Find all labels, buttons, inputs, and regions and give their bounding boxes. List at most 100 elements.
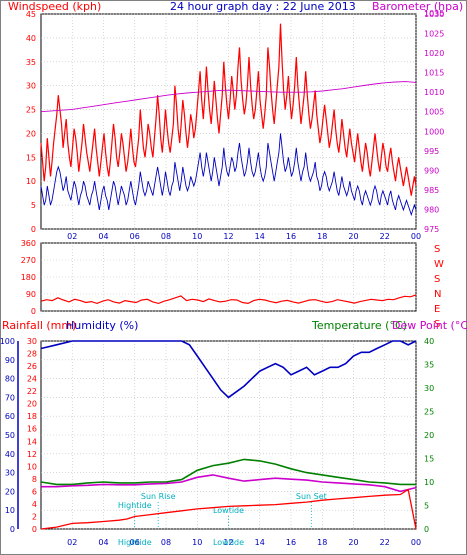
- tide-label: Lowtide: [213, 538, 244, 547]
- rainfall-tick-label: 20: [27, 400, 37, 409]
- wind-plot-area: [40, 13, 417, 230]
- humidity-tick-label: 30: [5, 469, 15, 478]
- windspeed-tick-label: 10: [26, 177, 36, 186]
- wind-time-tick-label: 02: [67, 232, 77, 241]
- rainfall-tick-label: 6: [32, 487, 37, 496]
- rainfall-tick-label: 12: [27, 450, 37, 459]
- blue-series-line: [40, 133, 417, 217]
- direction-series: [40, 294, 417, 305]
- windspeed-tick-label: 20: [26, 129, 36, 138]
- tide-label: Hightide: [118, 538, 152, 547]
- compass-label: S: [434, 244, 440, 255]
- climate-time-tick-label: 14: [255, 538, 265, 547]
- wind-time-tick-label: 04: [98, 232, 108, 241]
- event-label: Sun Rise: [141, 492, 176, 501]
- windspeed-tick-label: 40: [26, 34, 36, 43]
- humidity-tick-label: 0: [10, 525, 15, 534]
- direction-tick-label: 0: [31, 307, 36, 316]
- magenta-series-line: [40, 81, 417, 113]
- barometer-tick-label: 1025: [424, 30, 444, 39]
- climate-grid: [17, 340, 417, 530]
- direction-axis-ticks: 0 90 180 270 360: [21, 239, 36, 316]
- temperature-tick-label: 0: [424, 525, 429, 534]
- barometer-top-tick: 1035: [424, 9, 444, 18]
- barometer-axis-label: Barometer (hpa): [372, 0, 463, 13]
- climate-time-tick-label: 04: [98, 538, 108, 547]
- rainfall-tick-label: 2: [32, 512, 37, 521]
- wind-time-tick-label: 16: [286, 232, 296, 241]
- compass-label: N: [434, 289, 441, 300]
- compass-label: W: [434, 259, 444, 270]
- wind-time-tick-label: 14: [255, 232, 265, 241]
- climate-time-tick-label: 10: [192, 538, 202, 547]
- humidity-tick-label: 10: [5, 506, 15, 515]
- rainfall-tick-label: 0: [32, 525, 37, 534]
- rainfall-tick-label: 26: [27, 362, 37, 371]
- climate-time-tick-label: 12: [223, 538, 233, 547]
- temperature-tick-label: 35: [424, 361, 434, 370]
- barometer-tick-label: 1005: [424, 108, 444, 117]
- barometer-tick-label: 985: [424, 186, 439, 195]
- barometer-tick-label: 980: [424, 205, 439, 214]
- windspeed-tick-label: 15: [26, 153, 36, 162]
- blue-climate-line: [40, 340, 417, 399]
- rainfall-tick-label: 28: [27, 350, 37, 359]
- magenta-climate-line: [41, 474, 417, 493]
- humidity-tick-label: 100: [0, 337, 15, 346]
- temperature-tick-label: 40: [424, 337, 434, 346]
- windspeed-tick-label: 30: [26, 82, 36, 91]
- wind-time-axis-ticks: 02 04 06 08 10 12 14 16 18 20 22 00: [67, 232, 421, 241]
- rainfall-tick-label: 8: [32, 475, 37, 484]
- direction-tick-label: 270: [21, 256, 36, 265]
- temperature-tick-label: 20: [424, 431, 434, 440]
- humidity-tick-label: 20: [5, 487, 15, 496]
- red-climate-line: [40, 488, 417, 530]
- rainfall-tick-label: 14: [27, 437, 37, 446]
- event-label: Lowtide: [213, 506, 244, 515]
- windspeed-tick-label: 5: [31, 201, 36, 210]
- climate-time-tick-label: 00: [411, 538, 421, 547]
- windspeed-axis-ticks: 0 5 10 15 20 25 30 35 40 45: [26, 10, 36, 234]
- climate-time-tick-label: 18: [317, 538, 327, 547]
- wind-series: [40, 23, 417, 217]
- wind-time-tick-label: 00: [411, 232, 421, 241]
- rainfall-tick-label: 18: [27, 412, 37, 421]
- climate-series: [40, 340, 417, 530]
- temperature-tick-label: 10: [424, 478, 434, 487]
- barometer-tick-label: 1015: [424, 69, 444, 78]
- direction-tick-label: 90: [26, 290, 36, 299]
- rainfall-tick-label: 10: [27, 462, 37, 471]
- temperature-axis-label: Temperature (°C): [311, 319, 407, 332]
- humidity-tick-label: 80: [5, 375, 15, 384]
- climate-time-tick-label: 22: [380, 538, 390, 547]
- climate-time-tick-label: 08: [161, 538, 171, 547]
- barometer-tick-label: 1000: [424, 127, 444, 136]
- direction-series-line: [40, 294, 417, 305]
- wind-time-tick-label: 18: [317, 232, 327, 241]
- temperature-tick-label: 15: [424, 455, 434, 464]
- humidity-tick-label: 60: [5, 412, 15, 421]
- humidity-tick-label: 90: [5, 356, 15, 365]
- rainfall-tick-label: 30: [27, 337, 37, 346]
- chart-title: 24 hour graph day : 22 June 2013: [170, 0, 356, 13]
- rainfall-tick-label: 24: [27, 375, 37, 384]
- rainfall-axis-label: Rainfall (mm): [2, 319, 76, 332]
- rainfall-tick-label: 16: [27, 425, 37, 434]
- direction-tick-label: 360: [21, 239, 36, 248]
- climate-time-tick-label: 20: [348, 538, 358, 547]
- windspeed-tick-label: 35: [26, 58, 36, 67]
- wind-time-tick-label: 10: [192, 232, 202, 241]
- humidity-axis-ticks: 0 10 20 30 40 50 60 70 80 90 100: [0, 337, 15, 534]
- humidity-tick-label: 70: [5, 393, 15, 402]
- humidity-axis-label: Humidity (%): [66, 319, 138, 332]
- windspeed-tick-label: 0: [31, 225, 36, 234]
- windspeed-tick-label: 25: [26, 106, 36, 115]
- compass-label: S: [434, 274, 440, 285]
- temperature-axis-ticks: 0 5 10 15 20 25 30 35 40: [424, 337, 434, 534]
- barometer-tick-label: 995: [424, 147, 439, 156]
